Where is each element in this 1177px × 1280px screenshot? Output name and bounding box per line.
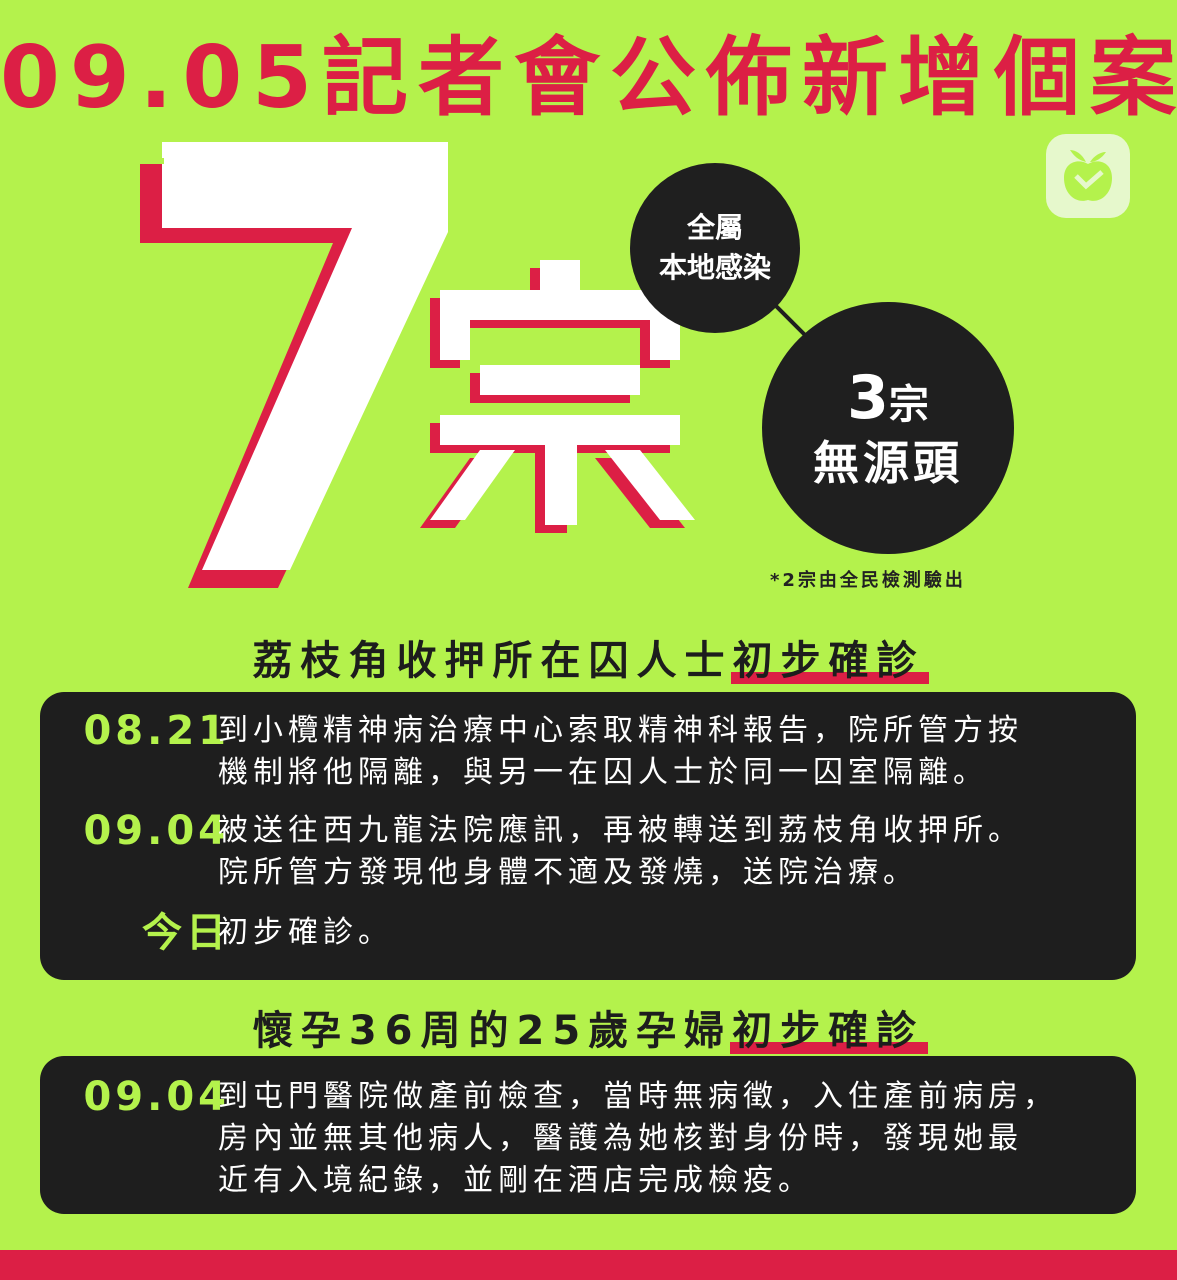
local-badge-line1: 全屬 (686, 211, 743, 244)
entry-line: 近有入境紀錄，並剛在酒店完成檢疫。 (218, 1163, 813, 1198)
unknown-source-number: 3 (847, 363, 889, 433)
bottom-accent-bar (0, 1250, 1177, 1280)
entry-date: 08.21 (83, 708, 230, 754)
headline: 09.05記者會公佈新增個案 (0, 28, 1177, 128)
section2-panel: 09.04 到屯門醫院做產前檢查，當時無病徵，入住產前病房， 房內並無其他病人，… (40, 1056, 1136, 1214)
total-unit-graphic (420, 260, 695, 533)
entry-date: 09.04 (83, 808, 230, 854)
entry-line: 被送往西九龍法院應訊，再被轉送到荔枝角收押所。 (218, 813, 1023, 848)
footnote: *2宗由全民檢測驗出 (770, 570, 966, 591)
local-badge-line2: 本地感染 (658, 251, 771, 284)
section1-title: 荔枝角收押所在囚人士初步確診 (0, 628, 1177, 686)
section2-highlight: 初步確診 (730, 998, 929, 1056)
local-infection-badge: 全屬 本地感染 (630, 163, 800, 333)
section1-panel: 08.21 到小欖精神病治療中心索取精神科報告，院所管方按 機制將他隔離，與另一… (40, 692, 1136, 980)
entry-text: 被送往西九龍法院應訊，再被轉送到荔枝角收押所。 院所管方發現他身體不適及發燒，送… (218, 810, 1118, 894)
entry-text: 初步確診。 (218, 912, 1118, 954)
section1-title-text: 荔枝角收押所在囚人士 (252, 638, 733, 684)
entry-line: 初步確診。 (218, 915, 393, 950)
entry-line: 院所管方發現他身體不適及發燒，送院治療。 (218, 855, 918, 890)
entry-date: 今日 (142, 910, 230, 956)
unknown-source-badge: 3宗 無源頭 (762, 302, 1014, 554)
unknown-source-label: 無源頭 (813, 436, 963, 490)
unknown-source-unit: 宗 (888, 382, 929, 428)
entry-line: 機制將他隔離，與另一在囚人士於同一囚室隔離。 (218, 755, 988, 790)
entry-text: 到屯門醫院做產前檢查，當時無病徵，入住產前病房， 房內並無其他病人，醫護為她核對… (218, 1076, 1118, 1202)
entry-date: 09.04 (83, 1074, 230, 1120)
entry-line: 到屯門醫院做產前檢查，當時無病徵，入住產前病房， (218, 1079, 1058, 1114)
entry-text: 到小欖精神病治療中心索取精神科報告，院所管方按 機制將他隔離，與另一在囚人士於同… (218, 710, 1118, 794)
entry-line: 房內並無其他病人，醫護為她核對身份時，發現她最 (218, 1121, 1023, 1156)
entry-line: 到小欖精神病治療中心索取精神科報告，院所管方按 (218, 713, 1023, 748)
apple-logo-icon (1046, 134, 1130, 218)
section2-title-text: 懷孕36周的25歲孕婦 (252, 1008, 733, 1054)
section2-title: 懷孕36周的25歲孕婦初步確診 (0, 998, 1177, 1056)
total-number-graphic (140, 142, 448, 588)
section1-highlight: 初步確診 (730, 628, 929, 686)
